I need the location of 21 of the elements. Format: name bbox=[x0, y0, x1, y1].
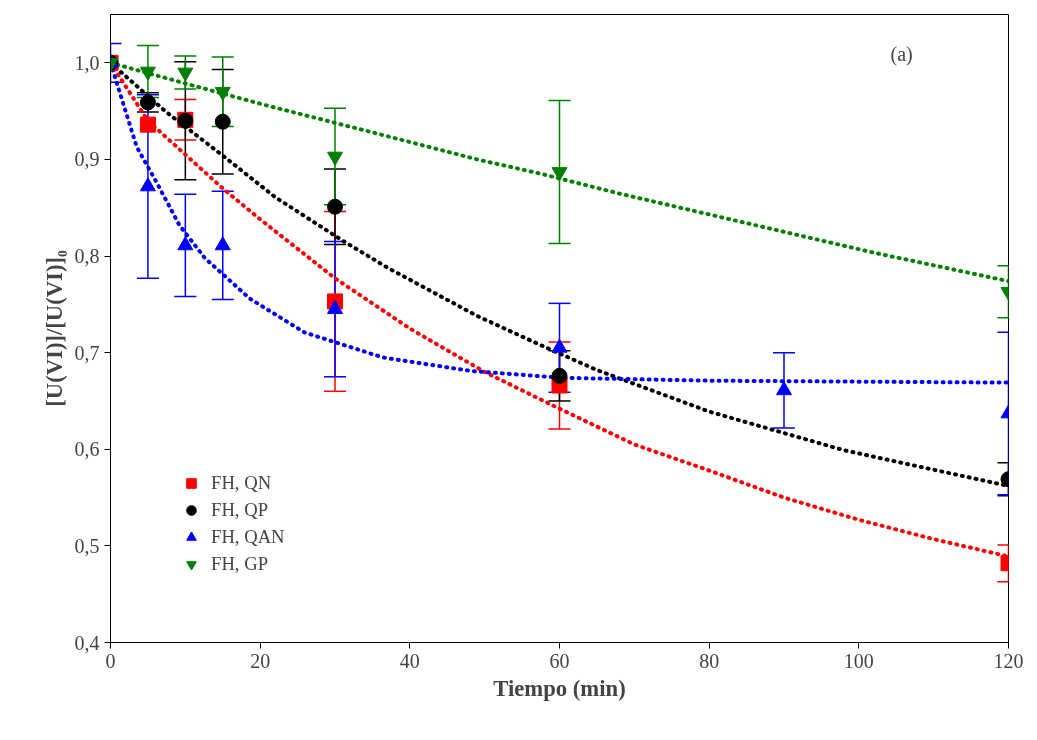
x-tick-label: 120 bbox=[993, 649, 1024, 672]
legend-label: FH, QP bbox=[211, 499, 269, 521]
y-tick-label: 0,7 bbox=[74, 341, 100, 364]
y-tick-label: 1,0 bbox=[74, 51, 100, 74]
x-tick-label: 20 bbox=[250, 649, 271, 672]
x-tick-label: 0 bbox=[105, 649, 116, 672]
legend-label: FH, QAN bbox=[211, 526, 285, 548]
x-tick-label: 80 bbox=[699, 649, 720, 672]
y-tick-label: 0,5 bbox=[74, 534, 100, 557]
x-tick-label: 40 bbox=[399, 649, 420, 672]
x-tick-label: 60 bbox=[549, 649, 570, 672]
x-axis-title: Tiempo (min) bbox=[493, 675, 626, 701]
annotation: (a) bbox=[890, 42, 913, 66]
legend-label: FH, GP bbox=[211, 553, 269, 575]
x-tick-label: 100 bbox=[843, 649, 874, 672]
legend-label: FH, QN bbox=[211, 472, 272, 494]
y-tick-label: 0,9 bbox=[74, 148, 100, 171]
y-axis-title: [U(VI)]/[U(VI)]₀ bbox=[41, 250, 67, 407]
y-tick-label: 0,8 bbox=[74, 245, 100, 268]
y-tick-label: 0,4 bbox=[74, 631, 100, 654]
y-tick-label: 0,6 bbox=[74, 438, 100, 461]
